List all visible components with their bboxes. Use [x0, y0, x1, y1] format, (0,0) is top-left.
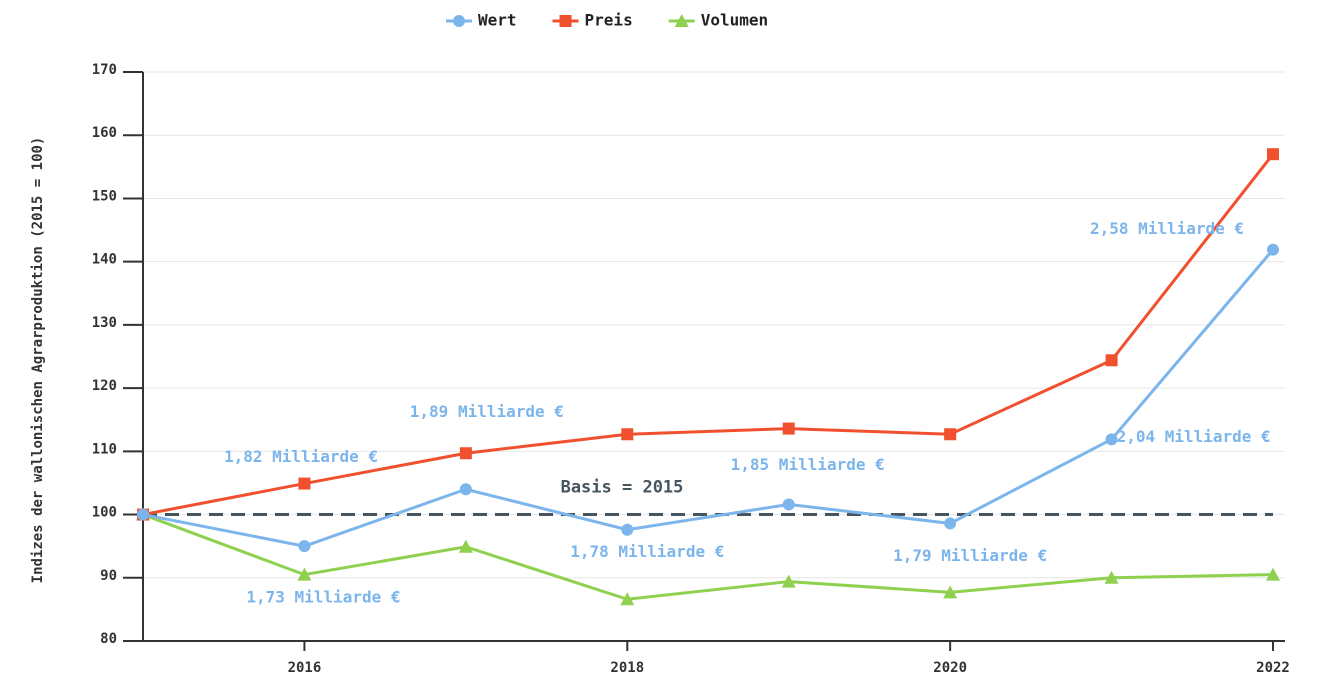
point — [297, 567, 312, 581]
series-line — [142, 153, 1275, 517]
x-tick-label: 2020 — [933, 660, 967, 676]
y-tick-label: 120 — [92, 378, 117, 394]
point — [137, 508, 149, 521]
point — [1267, 243, 1279, 256]
annotation: 1,79 Milliarde € — [893, 546, 1047, 565]
reference-label: Basis = 2015 — [561, 478, 684, 498]
x-tick-label: 2018 — [610, 660, 644, 676]
point — [1104, 570, 1119, 584]
point — [298, 540, 311, 553]
annotation: 1,89 Milliarde € — [410, 402, 564, 421]
point — [944, 517, 957, 530]
legend-marker — [453, 15, 465, 27]
point — [1266, 567, 1280, 581]
x-tick-label: 2022 — [1256, 660, 1290, 676]
y-tick-label: 140 — [92, 252, 117, 268]
annotation: 2,58 Milliarde € — [1090, 219, 1244, 238]
legend-label: Volumen — [701, 11, 768, 30]
legend-marker — [674, 14, 689, 27]
legend-marker — [559, 15, 572, 27]
point — [458, 539, 473, 553]
y-tick-label: 170 — [92, 62, 117, 78]
y-tick-label: 80 — [100, 631, 117, 647]
point — [1267, 148, 1279, 161]
point — [621, 523, 634, 536]
annotation: 2,04 Milliarde € — [1117, 427, 1271, 446]
annotation: 1,82 Milliarde € — [224, 447, 378, 466]
point — [621, 428, 634, 441]
point — [782, 422, 795, 435]
annotation: 1,78 Milliarde € — [570, 542, 724, 561]
y-tick-label: 110 — [92, 441, 117, 457]
annotation: 1,85 Milliarde € — [731, 455, 885, 474]
y-tick-label: 90 — [100, 568, 117, 584]
point — [1105, 354, 1118, 367]
point — [1105, 433, 1118, 446]
y-tick-label: 160 — [92, 125, 117, 141]
point — [298, 477, 311, 490]
point — [620, 592, 635, 606]
legend-label: Preis — [585, 11, 633, 30]
y-tick-label: 150 — [92, 188, 117, 204]
point — [944, 428, 957, 441]
series-line — [142, 513, 1274, 601]
series-line — [142, 248, 1275, 548]
y-axis-label: Indizes der wallonischen Agrarproduktion… — [30, 137, 46, 584]
y-tick-label: 130 — [92, 315, 117, 331]
point — [459, 447, 472, 460]
point — [782, 498, 795, 511]
point — [781, 574, 796, 588]
legend-label: Wert — [478, 11, 517, 30]
x-tick-label: 2016 — [288, 660, 322, 676]
annotation: 1,73 Milliarde € — [246, 588, 400, 607]
y-tick-label: 100 — [92, 505, 117, 521]
point — [459, 483, 472, 496]
point — [943, 585, 958, 599]
